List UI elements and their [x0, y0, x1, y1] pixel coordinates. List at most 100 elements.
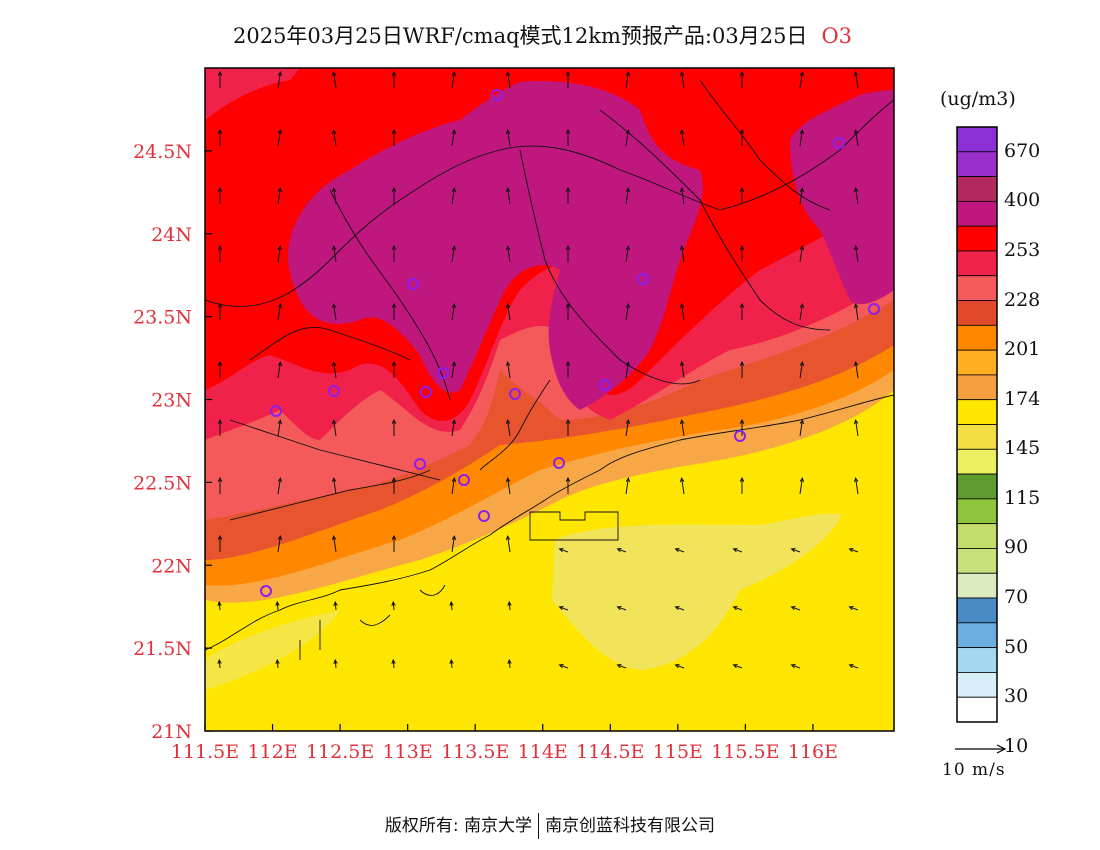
colorbar-swatch	[956, 275, 998, 301]
wind-arrow	[217, 302, 223, 320]
stations	[260, 89, 880, 597]
colorbar-label: 174	[1004, 387, 1041, 410]
colorbar-swatch	[956, 672, 998, 698]
copyright-separator	[538, 813, 540, 839]
colorbar-swatch	[956, 324, 998, 351]
wind-arrow	[277, 187, 283, 205]
wind-arrow	[732, 606, 743, 611]
latitude-label: 22N	[151, 555, 192, 577]
wind-arrow	[451, 245, 457, 263]
wind-arrow	[451, 187, 457, 205]
wind-arrow	[505, 303, 511, 321]
wind-arrow	[616, 548, 627, 553]
wind-arrow	[739, 476, 745, 494]
field-115-west	[205, 610, 340, 690]
wind-arrow	[505, 245, 511, 263]
wind-arrow	[505, 129, 511, 147]
wind-reference-label: 10 m/s	[942, 760, 1006, 780]
colorbar-swatch	[956, 200, 998, 227]
longitude-labels: 111.5E 112E 112.5E 113E 113.5E 114E 114.5E 115E…	[171, 741, 838, 763]
field-400-east	[790, 90, 894, 305]
chart-title: 2025年03月25日WRF/cmaq模式12km预报产品:03月25日 O3	[0, 20, 1085, 50]
latitude-label: 24.5N	[133, 141, 192, 163]
longitude-label: 111.5E	[171, 741, 239, 763]
colorbar-label: 30	[1004, 685, 1029, 708]
wind-arrow	[217, 534, 223, 552]
wind-arrow	[505, 187, 511, 205]
wind-arrow	[449, 600, 454, 611]
islands	[299, 584, 446, 660]
wind-arrow	[451, 361, 457, 379]
wind-arrow	[625, 245, 631, 263]
wind-arrow	[565, 186, 571, 204]
wind-arrow	[333, 600, 338, 611]
colorbar-swatch	[956, 349, 998, 376]
wind-arrow	[451, 535, 457, 553]
wind-arrow	[331, 361, 337, 379]
colorbar-swatch	[956, 300, 998, 326]
wind-arrow	[217, 600, 222, 611]
field-400	[288, 80, 703, 411]
county-line-2	[229, 469, 431, 521]
colorbar-label: 228	[1004, 288, 1041, 311]
wind-arrow	[507, 658, 512, 669]
station-marker	[637, 273, 649, 285]
station-marker	[328, 385, 340, 397]
colorbar-label: 90	[1004, 536, 1029, 559]
colorbar-swatch	[956, 250, 998, 277]
wind-arrow	[333, 658, 338, 669]
wind-arrow	[848, 606, 859, 611]
wind-arrow	[391, 658, 396, 669]
colorbar-swatch	[956, 523, 998, 549]
county-line-4	[699, 79, 831, 211]
wind-arrow	[451, 129, 457, 147]
prd-line	[479, 379, 551, 471]
wind-arrow	[391, 418, 397, 436]
longitude-label: 114.5E	[576, 741, 644, 763]
wind-arrow	[625, 303, 631, 321]
wind-arrow	[799, 71, 805, 89]
province-line-3	[519, 149, 701, 385]
wind-arrow	[217, 418, 223, 436]
wind-arrow	[331, 477, 337, 495]
wind-arrow	[799, 477, 805, 495]
wind-arrow	[853, 361, 859, 379]
province-line-4	[599, 109, 831, 331]
wind-arrow	[391, 244, 397, 262]
wind-arrow	[732, 548, 743, 553]
longitude-label: 113E	[383, 741, 433, 763]
wind-arrow	[739, 186, 745, 204]
wind-arrow	[275, 600, 280, 611]
colorbar-label: 253	[1004, 238, 1041, 261]
copyright-left: 版权所有: 南京大学	[384, 816, 533, 836]
colorbar-swatch	[956, 473, 998, 500]
colorbar-label: 400	[1004, 189, 1041, 212]
colorbar-swatch	[956, 424, 998, 450]
wind-arrow	[331, 71, 337, 89]
wind-arrow	[331, 245, 337, 263]
wind-arrow	[558, 664, 569, 669]
wind-arrow	[277, 303, 283, 321]
wind-arrow	[739, 244, 745, 262]
wind-arrow	[679, 477, 685, 495]
wind-arrow	[451, 303, 457, 321]
wind-arrow	[679, 303, 685, 321]
copyright-right: 南京创蓝科技有限公司	[545, 816, 716, 836]
station-marker	[553, 457, 565, 469]
station-marker	[407, 278, 419, 290]
wind-arrow	[391, 360, 397, 378]
wind-arrow	[565, 244, 571, 262]
wind-arrow	[505, 419, 511, 437]
wind-arrow	[679, 419, 685, 437]
wind-arrow	[674, 548, 685, 553]
station-marker	[734, 430, 746, 442]
coastline	[205, 394, 894, 651]
wind-arrow	[848, 548, 859, 553]
wind-arrow	[217, 70, 223, 88]
colorbar-label: 115	[1004, 486, 1041, 509]
wind-arrow	[277, 71, 283, 89]
wind-arrow	[565, 360, 571, 378]
wind-arrow	[277, 361, 283, 379]
station-marker	[270, 405, 282, 417]
